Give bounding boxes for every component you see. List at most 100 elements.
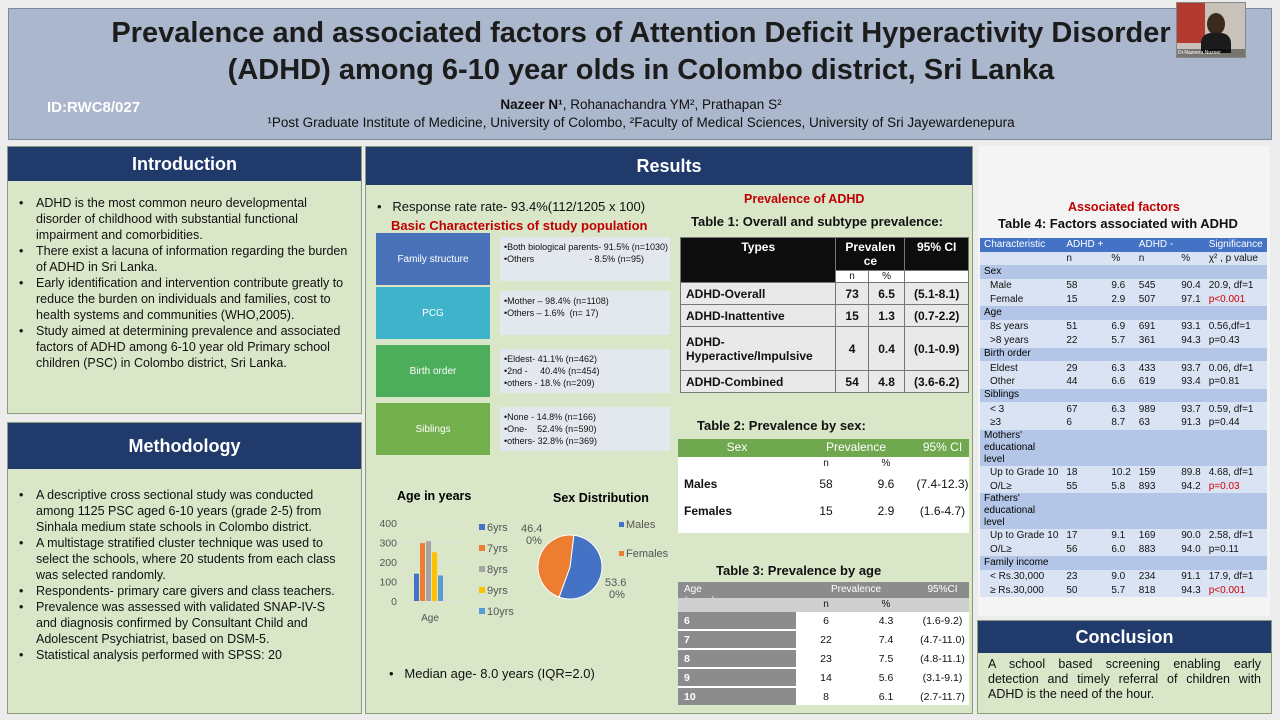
table-cell: 58 <box>1062 279 1108 293</box>
table4-associated-factors: Characteristic ADHD + ADHD - Significance n%… <box>980 238 1267 598</box>
table-header-cell: ADHD - <box>1134 238 1178 252</box>
table-cell: 8≤ years <box>980 320 1063 334</box>
table-header-cell: Characteristic <box>980 238 1063 252</box>
table-row: Other 44 6.6 619 93.4 p=0.81 <box>980 374 1267 389</box>
table-cell <box>1062 556 1108 571</box>
table-cell: (4.7-11.0) <box>916 631 969 648</box>
table-cell: 93.1 <box>1177 320 1205 334</box>
table-cell: (2.7-11.7) <box>916 688 969 705</box>
table-header-cell <box>1177 238 1205 252</box>
table-row: 7 22 7.4 (4.7-11.0) <box>678 631 969 648</box>
table-row: Males 58 9.6 (7.4-12.3) <box>678 471 969 496</box>
table-cell: 93.4 <box>1177 374 1205 389</box>
table-cell: 94.3 <box>1177 333 1205 348</box>
table-cell <box>1134 347 1178 362</box>
table-cell: 0.4 <box>867 326 906 371</box>
table-cell <box>1134 306 1178 321</box>
methodology-bullet: Prevalence was assessed with validated S… <box>8 599 349 647</box>
table-cell: 0.56,df=1 <box>1204 320 1267 334</box>
table-section-label: Fathers' educational level <box>980 493 1063 529</box>
table-cell: 17.9, df=1 <box>1204 570 1267 584</box>
age-y-tick: 300 <box>379 538 397 550</box>
age-chart-title: Age in years <box>397 489 471 503</box>
table-header-cell: Sex <box>726 440 748 454</box>
table-cell <box>1134 429 1178 466</box>
legend-label: 6yrs <box>487 522 508 534</box>
table-cell: p=0.81 <box>1204 374 1267 389</box>
table-cell: 6 <box>796 612 856 629</box>
table-header-cell: Prevalen ce <box>835 237 906 271</box>
table-section-row: Birth order <box>980 347 1267 362</box>
table-cell: (0.1-0.9) <box>904 326 969 371</box>
table-cell: Males <box>678 471 796 496</box>
median-age: • Median age- 8.0 years (IQR=2.0) <box>389 666 595 681</box>
table-cell <box>1204 306 1267 321</box>
table-subheader-cell: % <box>881 599 891 610</box>
table-cell: 89.8 <box>1177 465 1205 480</box>
table-cell: 234 <box>1134 570 1178 584</box>
table-header-cell: Significance <box>1204 238 1267 252</box>
table-section-label: Sex <box>980 265 1063 280</box>
table-cell: 14 <box>796 669 856 686</box>
table-cell: 23 <box>796 650 856 667</box>
table-header-cell: ADHD + <box>1062 238 1108 252</box>
response-rate-text: Response rate rate- 93.4%(112/1205 x 100… <box>392 199 646 214</box>
table-cell <box>1107 306 1135 321</box>
table-cell: 94.0 <box>1177 542 1205 557</box>
table-row: O/L≥ 56 6.0 883 94.0 p=0.11 <box>980 542 1267 557</box>
legend-label: Males <box>626 519 656 531</box>
methodology-bullet: Respondents- primary care givers and cla… <box>8 583 349 599</box>
table-header-cell: 95% CI <box>904 237 969 271</box>
table1-title: Table 1: Overall and subtype prevalence: <box>691 214 943 229</box>
age-y-tick: 0 <box>391 596 397 608</box>
table-cell: p=0.11 <box>1204 542 1267 557</box>
table-cell: 94.3 <box>1177 583 1205 598</box>
table-cell: 93.7 <box>1177 402 1205 416</box>
conclusion-panel: Conclusion A school based screening enab… <box>977 620 1272 714</box>
table-section-label: Birth order <box>980 347 1063 362</box>
table-subheader-cell: n <box>823 458 829 469</box>
table-cell: ADHD-Overall <box>679 282 837 305</box>
table-cell: Other <box>980 374 1063 389</box>
table-cell <box>1204 388 1267 403</box>
legend-swatch <box>479 566 485 572</box>
table-cell: (7.4-12.3) <box>916 471 969 496</box>
table-cell: ≥ Rs.30,000 <box>980 583 1063 598</box>
table-subheader-cell: n <box>823 599 829 610</box>
table-cell: p=0.44 <box>1204 415 1267 430</box>
age-bar <box>420 543 425 601</box>
table-cell: Up to Grade 10 <box>980 465 1063 480</box>
pie-label-females: 46.4 0% <box>521 523 542 547</box>
methodology-bullet: A multistage stratified cluster techniqu… <box>8 535 349 583</box>
table-cell: 9.0 <box>1107 570 1135 584</box>
table-cell: 22 <box>796 631 856 648</box>
table-cell: 169 <box>1134 529 1178 543</box>
methodology-heading: Methodology <box>8 423 361 469</box>
characteristic-values: •Both biological parents- 91.5% (n=1030)… <box>500 237 670 281</box>
table-cell <box>1134 265 1178 280</box>
table-cell: (4.8-11.1) <box>916 650 969 667</box>
table-row: Female 15 2.9 507 97.1 p<0.001 <box>980 292 1267 307</box>
table-cell <box>1062 388 1108 403</box>
conclusion-text: A school based screening enabling early … <box>988 657 1261 701</box>
table-cell: 545 <box>1134 279 1178 293</box>
table-cell <box>1204 429 1267 466</box>
table-cell: 5.6 <box>856 669 916 686</box>
lead-author: Nazeer N¹ <box>500 97 563 112</box>
presenter-video-thumbnail[interactable]: Dr.Nazeera Nazeer <box>1176 2 1246 58</box>
table-cell: 4 <box>835 326 869 371</box>
table-subheader-cell: n <box>1134 251 1178 266</box>
results-heading: Results <box>366 147 972 185</box>
pie-slice <box>537 534 575 598</box>
table-cell: 989 <box>1134 402 1178 416</box>
introduction-bullet: There exist a lacuna of information rega… <box>8 243 349 275</box>
table-cell <box>1177 265 1205 280</box>
presenter-name: Dr.Nazeera Nazeer <box>1177 49 1245 57</box>
age-bar <box>432 552 437 601</box>
table-cell: 20.9, df=1 <box>1204 279 1267 293</box>
table-cell: Females <box>678 498 796 523</box>
introduction-heading: Introduction <box>8 147 361 181</box>
characteristic-label: PCG <box>376 287 490 339</box>
table-cell: 51 <box>1062 320 1108 334</box>
